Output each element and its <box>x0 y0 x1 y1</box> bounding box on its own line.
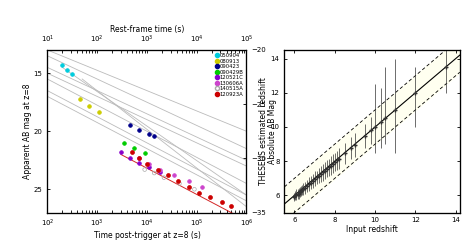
Point <box>86 104 93 108</box>
Point <box>218 200 226 204</box>
Point <box>120 141 128 145</box>
Point <box>185 179 193 183</box>
Point <box>191 187 198 191</box>
Point <box>143 162 151 166</box>
Point <box>141 168 148 172</box>
Point <box>164 173 172 177</box>
Y-axis label: Apparent AB mag at z=8: Apparent AB mag at z=8 <box>23 84 32 179</box>
Point <box>145 165 153 169</box>
Point <box>68 72 76 76</box>
Point <box>199 185 206 189</box>
Point <box>150 171 158 175</box>
Point <box>156 170 164 174</box>
Point <box>136 156 143 160</box>
Y-axis label: THESEUS estimated redshift: THESEUS estimated redshift <box>259 77 268 185</box>
Point <box>117 150 125 154</box>
Point <box>95 110 103 114</box>
Point <box>136 128 143 132</box>
Point <box>130 146 138 150</box>
Point <box>136 160 143 164</box>
Point <box>59 63 66 67</box>
Legend: 050904, 080913, 090423, 090429B, 120521C, 130606A, 140515A, 120923A: 050904, 080913, 090423, 090429B, 120521C… <box>215 53 244 98</box>
Point <box>64 68 71 72</box>
Point <box>174 179 182 183</box>
Y-axis label: Absolute AB Mag: Absolute AB Mag <box>268 99 277 164</box>
Point <box>145 132 153 136</box>
X-axis label: Rest-frame time (s): Rest-frame time (s) <box>110 25 184 34</box>
Point <box>160 176 168 180</box>
Point <box>227 204 235 208</box>
Point <box>136 156 143 160</box>
Point <box>76 97 84 101</box>
Point <box>128 150 136 154</box>
X-axis label: Time post-trigger at z=8 (s): Time post-trigger at z=8 (s) <box>93 231 201 240</box>
Point <box>126 124 134 128</box>
Point <box>176 182 183 186</box>
Point <box>195 191 202 195</box>
Point <box>141 151 148 155</box>
Point <box>170 173 178 177</box>
Point <box>156 168 164 172</box>
Point <box>150 134 158 138</box>
Point <box>185 185 193 189</box>
Point <box>145 162 153 166</box>
Point <box>206 196 214 200</box>
Point <box>155 168 162 172</box>
Point <box>126 156 134 160</box>
X-axis label: Input redshift: Input redshift <box>346 226 398 234</box>
